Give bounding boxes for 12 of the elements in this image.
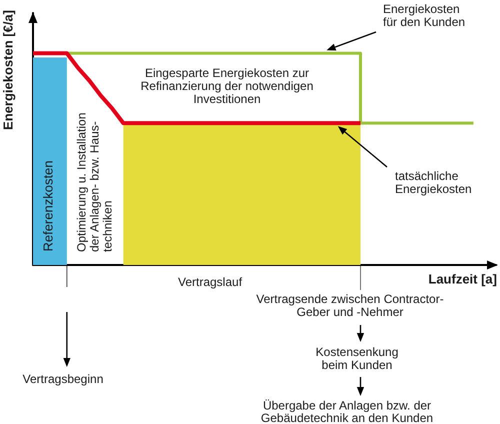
annotation: Referenzkosten: [40, 160, 56, 252]
y-axis-title: Energiekosten [€/a]: [0, 10, 16, 130]
text: Kostensenkung beim Kunden: [316, 345, 398, 372]
text: Vertragslauf: [178, 275, 243, 289]
text: Vertragsende zwischen Contractor- Geber und -Nehmer: [256, 292, 444, 319]
annotation: Eingesparte Energiekosten zur Refinanzierung der notwendigen Investitionen: [140, 66, 314, 106]
text: Energiekosten für den Kunden: [383, 2, 466, 29]
x-axis-title: Laufzeit [a]: [428, 272, 497, 286]
text: Übergabe der Anlagen bzw. der Gebäudetechnik an den Kunden: [260, 398, 434, 424]
annotation: Optimierung u. Installation der Anlagen- bzw. Haus- techniken: [74, 112, 114, 252]
text: Vertragsbeginn: [22, 372, 104, 386]
annotation: tatsächliche Energiekosten: [395, 169, 472, 196]
